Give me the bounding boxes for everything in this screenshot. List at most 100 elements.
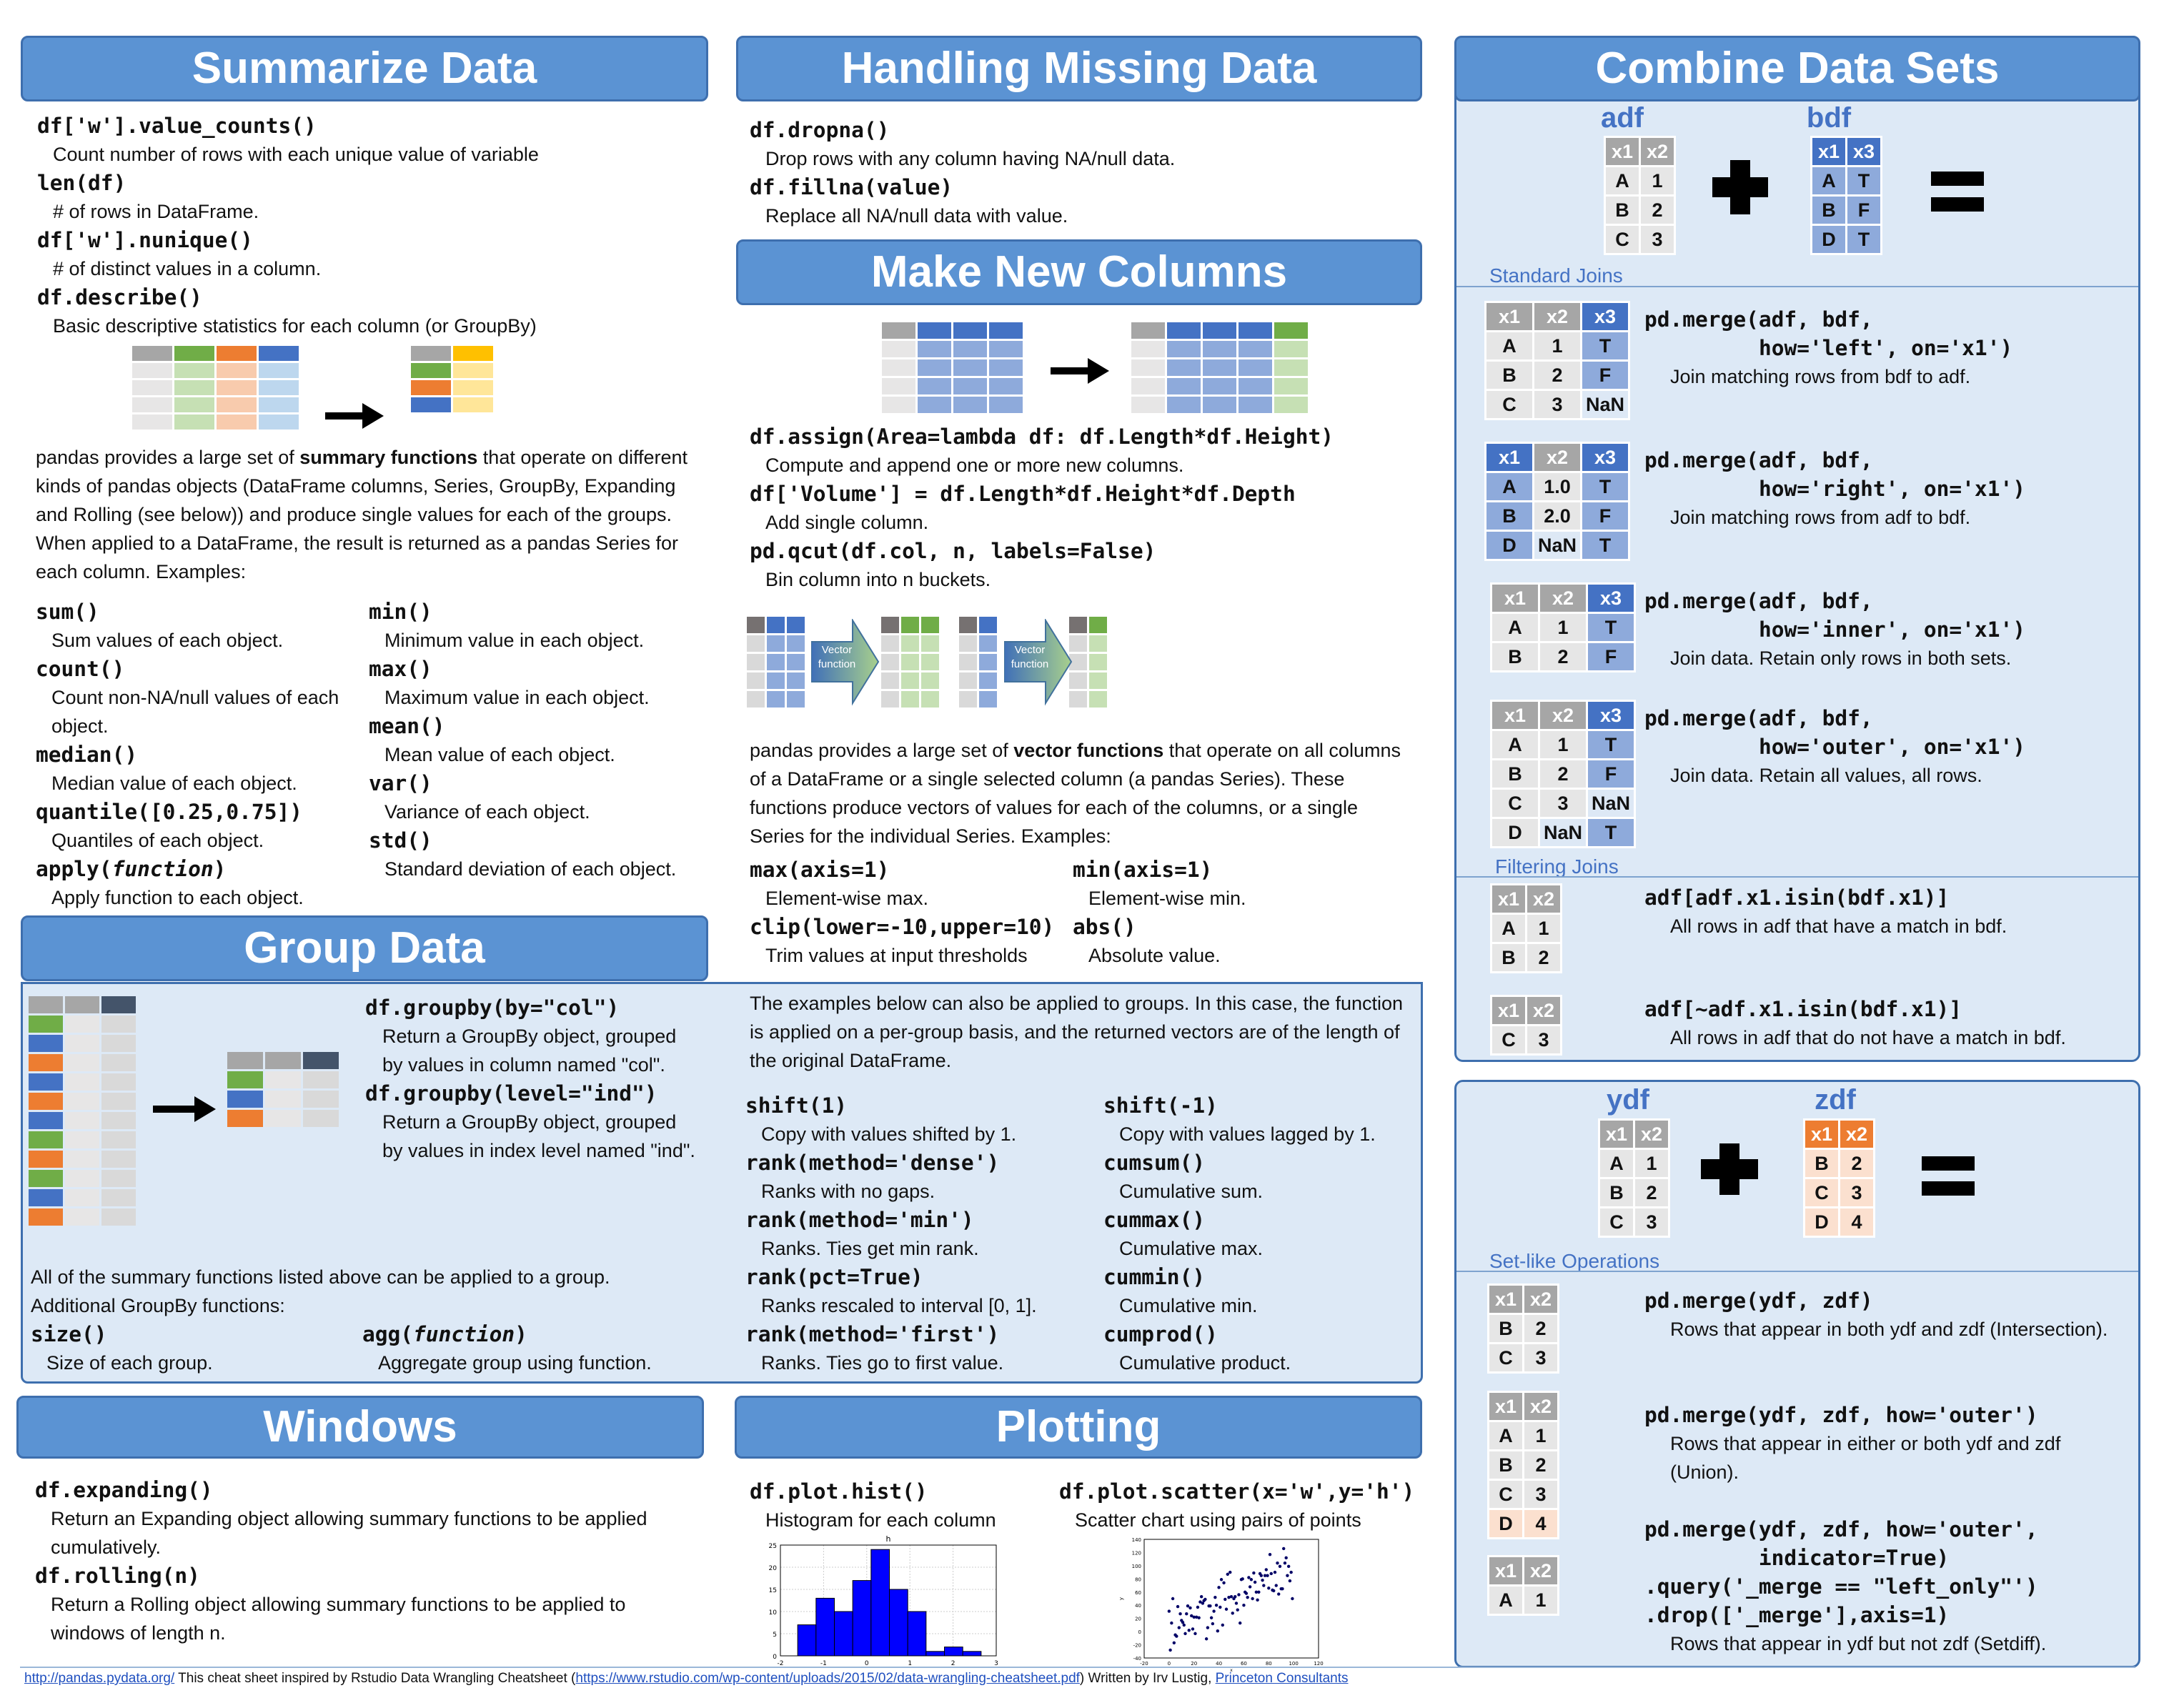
histogram-bar <box>815 1597 835 1657</box>
histogram-bar <box>889 1589 908 1657</box>
summary-functions-right: min() Minimum value in each object. max() M… <box>369 597 698 883</box>
function-code: var() <box>369 769 698 798</box>
scatter-point <box>1171 1597 1175 1601</box>
scatter-point <box>1246 1595 1249 1599</box>
code-text: rank(method='min') <box>745 1208 974 1232</box>
function-entry: min(axis=1) Element-wise min. <box>1073 855 1409 913</box>
scatter-point <box>1241 1577 1244 1581</box>
table-cell: B <box>1492 643 1538 670</box>
function-entry: df.groupby(level="ind") Return a GroupBy … <box>365 1079 701 1165</box>
function-entry: df.fillna(value) Replace all NA/null data… <box>750 173 1414 230</box>
vector-functions-left: max(axis=1) Element-wise max. clip(lower=-… <box>750 855 1078 970</box>
diagram-cell <box>29 1112 63 1129</box>
diagram-cell <box>881 635 899 652</box>
y-tick-label: 0 <box>1138 1629 1141 1635</box>
y-tick-label: 40 <box>1135 1603 1141 1609</box>
x-tick-label: 100 <box>1289 1661 1298 1667</box>
table-cell: B <box>1600 1179 1633 1206</box>
pandas-link[interactable]: http://pandas.pydata.org/ <box>24 1671 175 1686</box>
table-cell: 1 <box>1524 1422 1557 1449</box>
diagram-cell <box>65 1151 99 1168</box>
function-code: apply(function) <box>36 855 350 883</box>
code-text: sum() <box>36 600 99 624</box>
diagram-cell <box>411 363 451 378</box>
summarize-paragraph: pandas provides a large set of summary f… <box>36 443 693 586</box>
table-header-cell: x2 <box>1540 702 1586 729</box>
function-entry: count() Count non-NA/null values of each … <box>36 655 350 740</box>
diagram-cell <box>29 1208 63 1226</box>
diagram-cell <box>1167 359 1201 376</box>
rstudio-link[interactable]: https://www.rstudio.com/wp-content/uploa… <box>575 1671 1080 1686</box>
diagram-cell <box>1203 378 1236 394</box>
merge-code: pd.merge(adf, bdf, <box>1644 307 1873 332</box>
diagram-cell <box>979 691 997 708</box>
function-code: min(axis=1) <box>1073 855 1409 884</box>
table-header-cell: x2 <box>1840 1121 1873 1148</box>
combine-panel-1 <box>1454 86 2140 1062</box>
function-desc: Copy with values lagged by 1. <box>1119 1123 1376 1145</box>
scatter-point <box>1204 1637 1208 1641</box>
diagram-cell <box>1274 359 1308 376</box>
function-entry: apply(function) Apply function to each ob… <box>36 855 350 912</box>
princeton-link[interactable]: Princeton Consultants <box>1215 1671 1349 1686</box>
table-cell: 4 <box>1840 1208 1873 1236</box>
table-cell: B <box>1492 944 1525 971</box>
para-text: pandas provides a large set of <box>750 740 1014 761</box>
diagram-cell <box>787 691 805 708</box>
diagram-cell <box>29 1054 63 1071</box>
scatter-point <box>1234 1595 1237 1599</box>
diagram-cell <box>453 346 493 361</box>
diagram-cell <box>259 363 299 378</box>
histogram-bar <box>925 1651 945 1657</box>
diagram-cell <box>918 322 951 339</box>
scatter-point <box>1282 1546 1286 1551</box>
function-entry: df['Volume'] = df.Length*df.Height*df.De… <box>750 480 1421 537</box>
function-code: max() <box>369 655 698 683</box>
diagram-cell <box>1239 341 1272 357</box>
group-note-2: Additional GroupBy functions: <box>31 1295 285 1316</box>
diagram-cell <box>953 378 987 394</box>
table-header-cell: x1 <box>1492 885 1525 913</box>
footer-text: ) Written by Irv Lustig, <box>1079 1671 1216 1686</box>
scatter-point <box>1193 1632 1197 1636</box>
function-code: df.dropna() <box>750 116 1414 144</box>
para-text: pandas provides a large set of <box>36 447 300 468</box>
table-header-cell: x1 <box>1812 138 1845 165</box>
table-cell: 3 <box>1641 226 1674 253</box>
scatter-point <box>1201 1602 1205 1605</box>
table-cell: B <box>1606 197 1639 224</box>
diagram-cell <box>411 346 451 361</box>
vector-function-label: Vector function <box>818 644 856 670</box>
scatter-point <box>1181 1621 1185 1624</box>
function-entry: df.rolling(n) Return a Rolling object all… <box>35 1562 678 1647</box>
table-cell: A <box>1489 1422 1522 1449</box>
diagram-cell <box>918 341 951 357</box>
scatter-point <box>1223 1597 1227 1602</box>
diagram-cell <box>259 414 299 430</box>
code-text: abs() <box>1073 915 1136 939</box>
scatter-point <box>1254 1590 1259 1594</box>
scatter-point <box>1239 1621 1242 1625</box>
plot-scatter-desc: Scatter chart using pairs of points <box>1075 1509 1361 1531</box>
table-cell: A <box>1486 473 1532 500</box>
code-text: rank(method='first') <box>745 1322 1000 1346</box>
diagram-cell <box>217 363 257 378</box>
scatter-point <box>1249 1578 1254 1582</box>
vector-function-diagram: Vector function Vector function <box>743 613 1415 713</box>
missing-items: df.dropna() Drop rows with any column hav… <box>750 116 1414 230</box>
new-columns-diagram <box>879 321 1322 418</box>
function-code: df.expanding() <box>35 1476 678 1504</box>
y-tick-label: -20 <box>1133 1643 1141 1649</box>
diagram-cell <box>881 654 899 670</box>
diagram-cell <box>303 1071 339 1088</box>
diagram-cell <box>1167 378 1201 394</box>
diagram-cell <box>101 1016 136 1033</box>
diagram-cell <box>217 380 257 395</box>
code-text: std() <box>369 828 432 853</box>
scatter-point <box>1253 1580 1257 1584</box>
arrow-right-icon <box>325 403 384 429</box>
diagram-cell <box>101 1170 136 1187</box>
code-text: shift(-1) <box>1103 1093 1218 1118</box>
para-bold: summary functions <box>299 447 478 468</box>
merge-code: pd.merge(ydf, zdf, how='outer') <box>1644 1403 2038 1427</box>
